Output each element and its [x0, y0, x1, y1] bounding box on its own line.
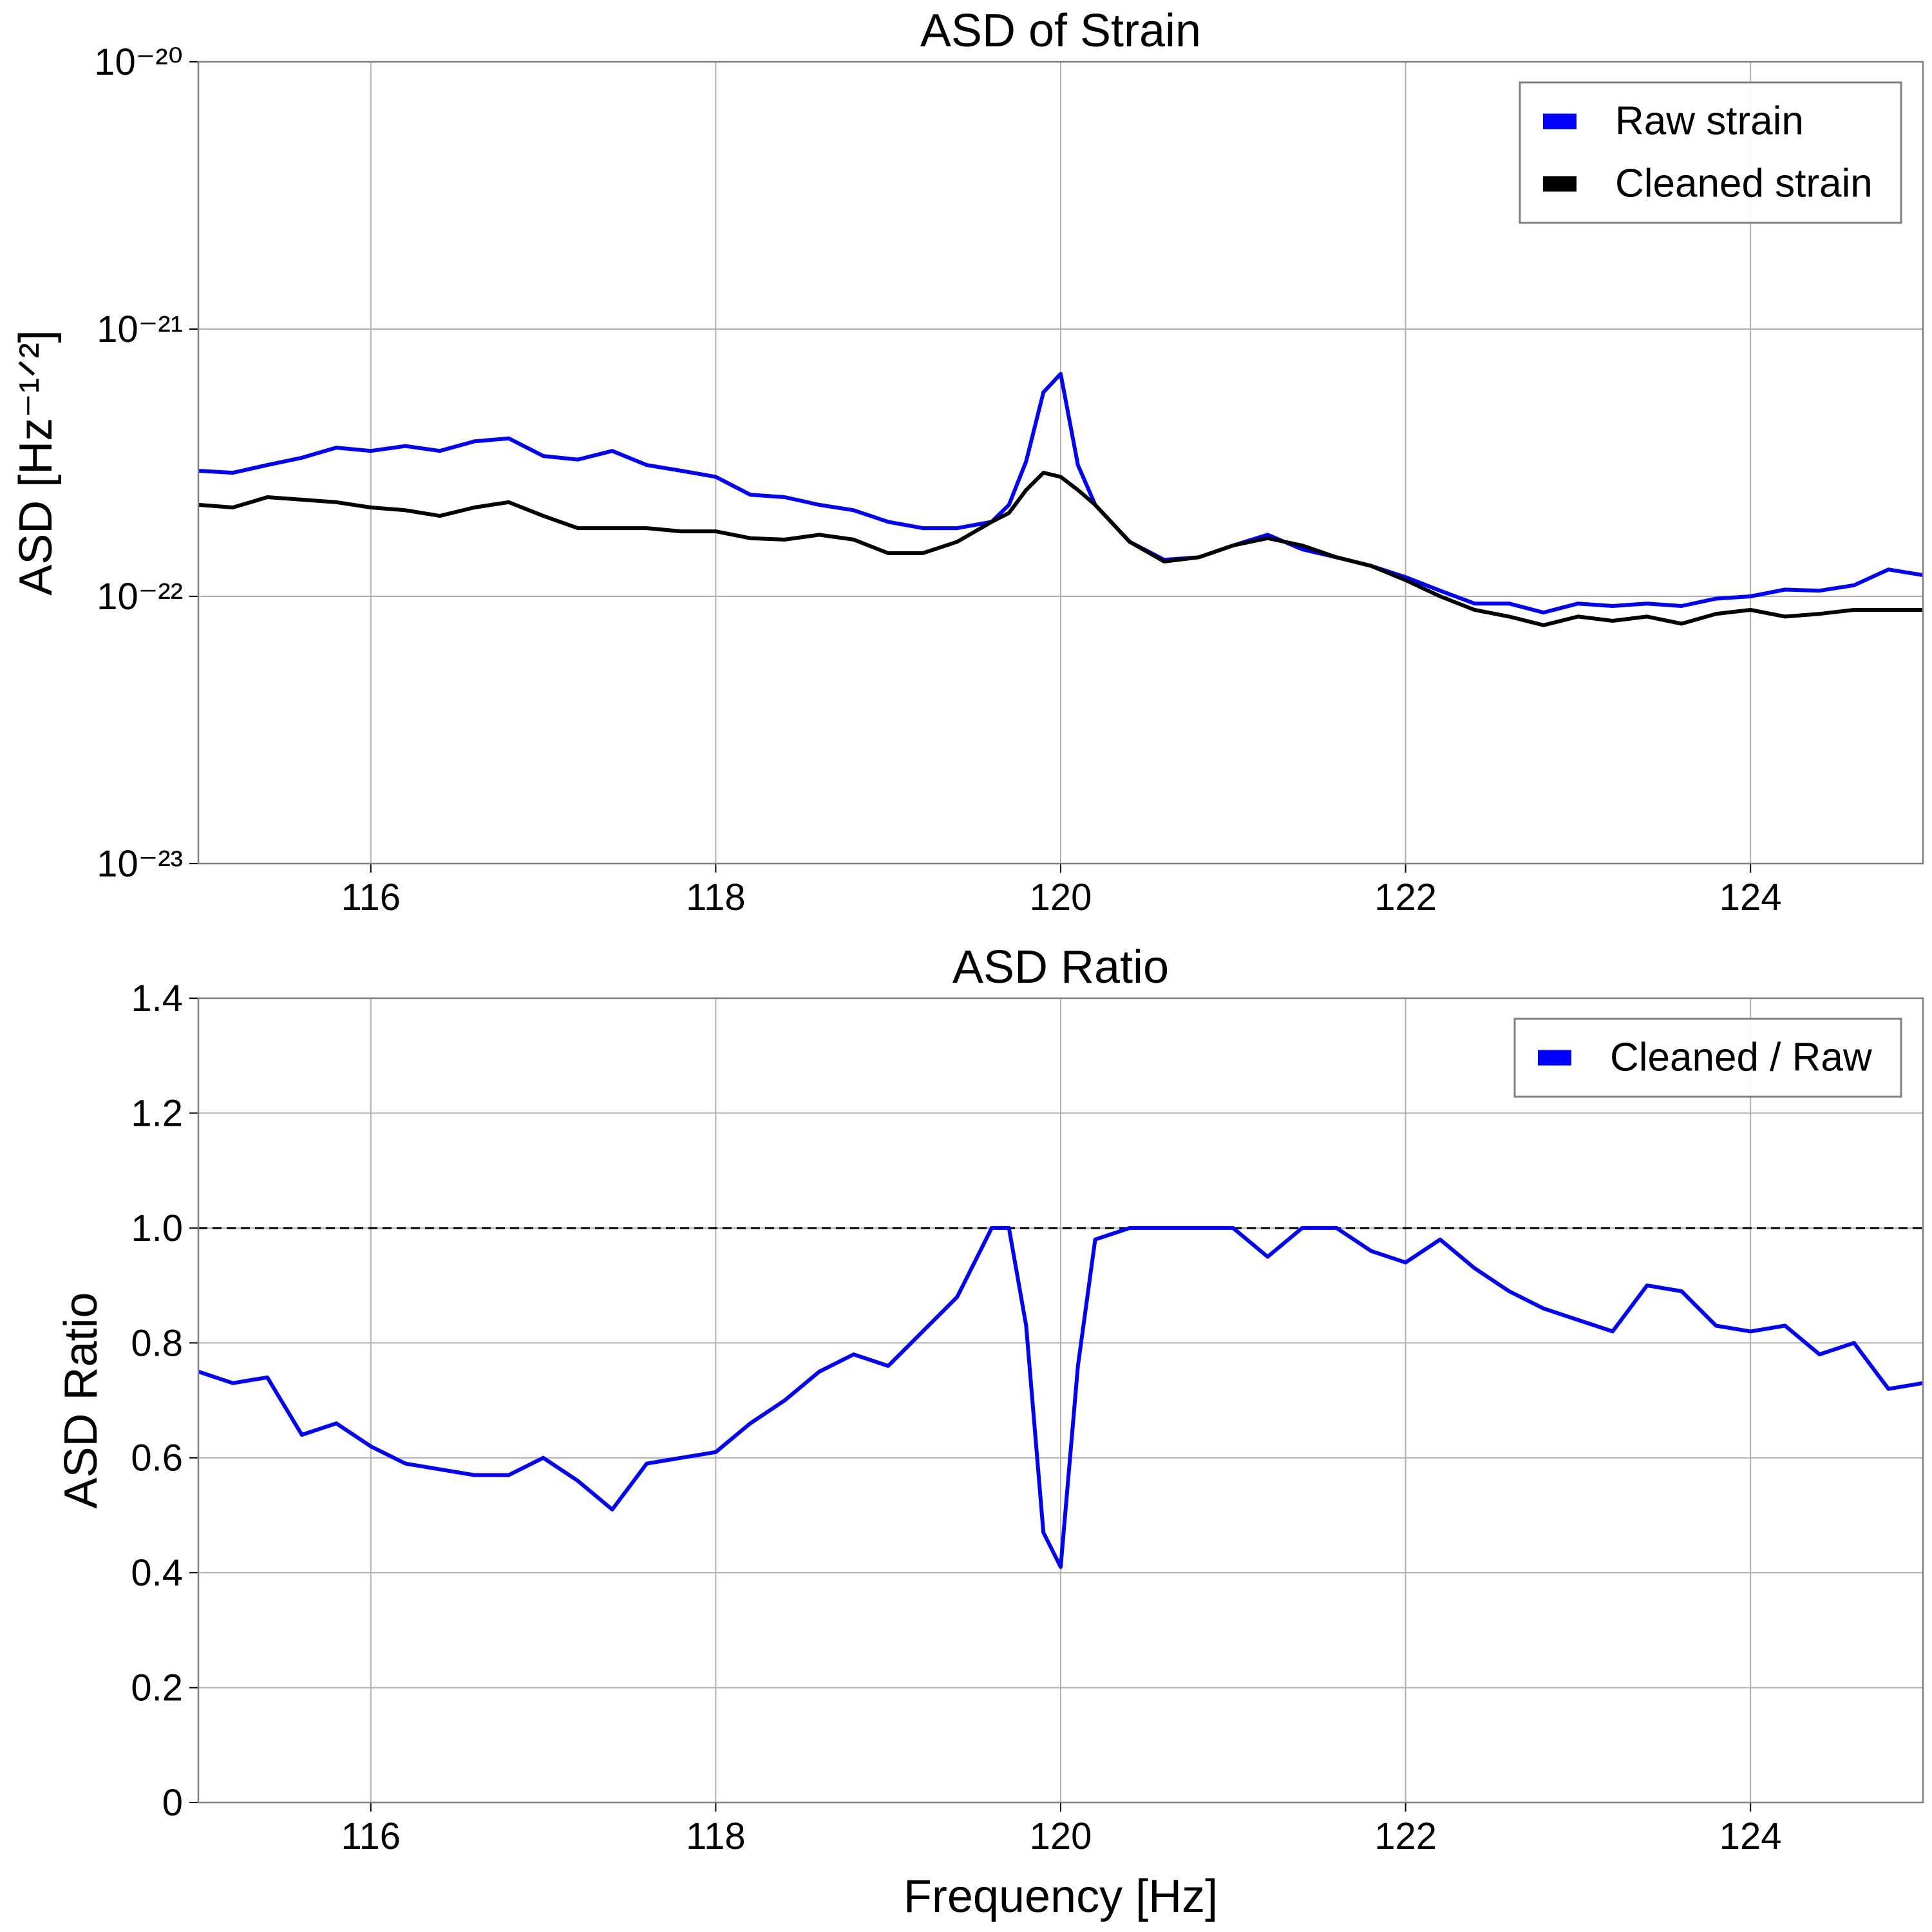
legend-box [1513, 1018, 1902, 1098]
x-tick-label: 116 [341, 1815, 401, 1857]
legend-swatch [1543, 176, 1577, 192]
y-tick-label: 10⁻²³ [97, 843, 183, 885]
y-tick-label: 10⁻²² [97, 576, 183, 618]
legend-swatch [1543, 113, 1577, 129]
chart-title: ASD Ratio [952, 942, 1169, 993]
plot-frame [197, 997, 1924, 1804]
legend-label: Cleaned / Raw [1610, 1036, 1872, 1080]
y-tick-label: 1.0 [131, 1208, 183, 1249]
data-line [198, 372, 1924, 615]
chart-title: ASD of Strain [920, 5, 1201, 57]
legend-label: Cleaned strain [1615, 162, 1873, 206]
legend-label: Raw strain [1615, 99, 1804, 144]
y-tick-label: 0.8 [131, 1322, 183, 1364]
x-tick-label: 124 [1719, 876, 1782, 918]
data-line [198, 471, 1923, 627]
x-tick-label: 118 [686, 876, 745, 918]
y-axis-label: ASD Ratio [55, 1292, 107, 1508]
x-tick-label: 120 [1030, 1815, 1092, 1857]
y-tick-label: 0 [162, 1782, 183, 1824]
x-tick-label: 122 [1374, 876, 1437, 918]
data-line [198, 1226, 1924, 1569]
y-tick-label: 10⁻²⁰ [94, 41, 183, 83]
x-axis-label: Frequency [Hz] [904, 1871, 1218, 1922]
y-axis-label: ASD [Hz⁻¹ᐟ²] [10, 330, 62, 596]
x-tick-label: 118 [686, 1815, 745, 1857]
y-tick-label: 1.2 [131, 1092, 183, 1134]
y-tick-label: 10⁻²¹ [97, 308, 183, 350]
x-tick-label: 124 [1719, 1815, 1782, 1857]
y-tick-label: 0.2 [131, 1667, 183, 1709]
legend-swatch [1538, 1050, 1571, 1066]
y-tick-label: 1.4 [131, 978, 183, 1019]
x-tick-label: 116 [341, 876, 401, 918]
y-tick-label: 0.4 [131, 1552, 183, 1594]
x-tick-label: 122 [1374, 1815, 1437, 1857]
y-tick-label: 0.6 [131, 1437, 183, 1479]
x-tick-label: 120 [1030, 876, 1092, 918]
plot-frame [197, 61, 1924, 865]
legend-box [1519, 81, 1902, 224]
